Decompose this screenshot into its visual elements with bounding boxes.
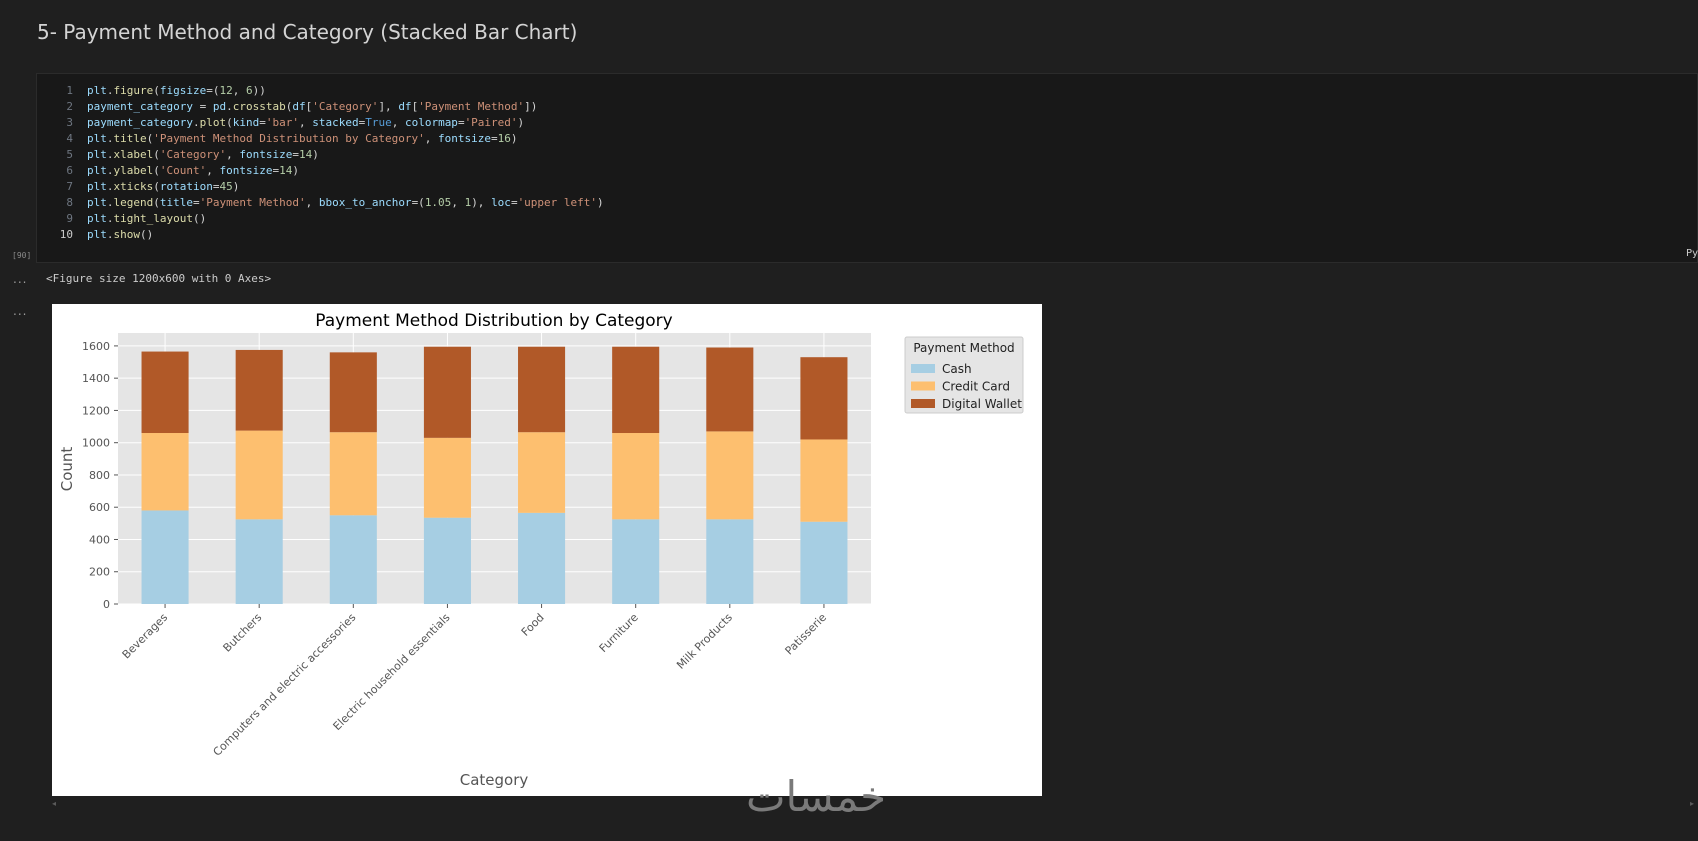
bar-segment-cash <box>235 519 283 604</box>
bar-segment-cash <box>800 521 848 604</box>
code-line[interactable]: 10 plt.show() <box>37 227 604 243</box>
y-tick-label: 1600 <box>82 340 110 353</box>
y-tick-label: 200 <box>89 566 110 579</box>
line-number: 6 <box>66 164 73 177</box>
x-tick-label: Milk Products <box>674 611 735 672</box>
bar-segment-cash <box>141 510 189 604</box>
x-tick-label: Patisserie <box>783 611 830 658</box>
bar-segment-cash <box>518 512 566 604</box>
legend-label: Cash <box>942 362 972 376</box>
x-axis-label: Category <box>460 771 529 789</box>
code-text[interactable]: plt.xticks(rotation=45) <box>87 180 240 193</box>
bar-segment-cash <box>329 515 377 604</box>
bar-segment-digital-wallet <box>518 346 566 433</box>
code-line[interactable]: 8 plt.legend(title='Payment Method', bbox… <box>37 195 604 211</box>
legend-label: Credit Card <box>942 380 1010 394</box>
bar-segment-credit-card <box>329 432 377 516</box>
y-axis-label: Count <box>58 447 76 492</box>
bar-segment-credit-card <box>235 430 283 520</box>
figure-output: 0 200 400 600 800 1000 1200 1400 1600 Beverages B… <box>52 304 1042 796</box>
y-tick-label: 0 <box>103 598 110 611</box>
code-text[interactable]: plt.legend(title='Payment Method', bbox_… <box>87 196 604 209</box>
bar-segment-credit-card <box>518 432 566 513</box>
code-line[interactable]: 5 plt.xlabel('Category', fontsize=14) <box>37 147 604 163</box>
watermark-logo: خمسات <box>746 772 887 821</box>
markdown-heading: 5- Payment Method and Category (Stacked … <box>37 20 578 44</box>
code-text[interactable]: payment_category.plot(kind='bar', stacke… <box>87 116 525 129</box>
legend-label: Digital Wallet <box>942 397 1022 411</box>
legend-title: Payment Method <box>913 341 1014 355</box>
line-number: 5 <box>66 148 73 161</box>
bar-segment-digital-wallet <box>612 346 660 434</box>
line-number: 2 <box>66 100 73 113</box>
bar-segment-credit-card <box>423 437 471 518</box>
x-tick-label: Food <box>519 611 547 639</box>
language-tag[interactable]: Py <box>1686 248 1698 259</box>
y-tick-label: 1400 <box>82 372 110 385</box>
line-number: 1 <box>66 84 73 97</box>
code-text[interactable]: plt.figure(figsize=(12, 6)) <box>87 84 266 97</box>
legend-frame <box>904 336 1024 414</box>
code-line[interactable]: 1 plt.figure(figsize=(12, 6)) <box>37 83 604 99</box>
y-tick-label: 1200 <box>82 404 110 417</box>
code-line[interactable]: 2 payment_category = pd.crosstab(df['Cate… <box>37 99 604 115</box>
bar-segment-digital-wallet <box>329 352 377 433</box>
bar-segment-digital-wallet <box>141 351 189 434</box>
code-line[interactable]: 4 plt.title('Payment Method Distribution … <box>37 131 604 147</box>
code-text[interactable]: plt.ylabel('Count', fontsize=14) <box>87 164 299 177</box>
x-tick-label: Butchers <box>221 611 265 655</box>
code-text[interactable]: payment_category = pd.crosstab(df['Categ… <box>87 100 538 113</box>
bar-segment-cash <box>612 519 660 604</box>
code-editor[interactable]: 1 plt.figure(figsize=(12, 6)) 2 payment_cat… <box>37 83 604 243</box>
line-number: 7 <box>66 180 73 193</box>
y-tick-label: 400 <box>89 533 110 546</box>
scroll-right-arrow[interactable]: ▸ <box>1690 799 1695 808</box>
bar-segment-credit-card <box>706 431 754 520</box>
y-tick-label: 800 <box>89 469 110 482</box>
bar-segment-digital-wallet <box>423 346 471 438</box>
bar-segment-digital-wallet <box>235 349 283 431</box>
bar-segment-cash <box>706 519 754 604</box>
plot-area <box>118 333 871 604</box>
bar-segment-digital-wallet <box>800 357 848 440</box>
text-output: <Figure size 1200x600 with 0 Axes> <box>46 272 272 285</box>
y-tick-label: 1000 <box>82 437 110 450</box>
bar-segment-cash <box>423 517 471 604</box>
output-collapse-toggle[interactable]: ... <box>13 304 28 318</box>
legend-swatch <box>911 364 935 373</box>
bar-segment-credit-card <box>800 439 848 522</box>
code-text[interactable]: plt.xlabel('Category', fontsize=14) <box>87 148 319 161</box>
line-number: 10 <box>59 228 73 241</box>
code-text[interactable]: plt.show() <box>87 228 154 241</box>
y-tick-label: 600 <box>89 501 110 514</box>
scroll-left-arrow[interactable]: ◂ <box>52 799 57 808</box>
x-tick-label: Beverages <box>120 611 171 662</box>
code-line[interactable]: 3 payment_category.plot(kind='bar', stack… <box>37 115 604 131</box>
x-tick-label: Furniture <box>597 611 641 655</box>
line-number: 9 <box>66 212 73 225</box>
output-collapse-toggle[interactable]: ... <box>13 272 28 286</box>
legend-swatch <box>911 399 935 408</box>
line-number: 3 <box>66 116 73 129</box>
line-number: 4 <box>66 132 73 145</box>
code-line[interactable]: 6 plt.ylabel('Count', fontsize=14) <box>37 163 604 179</box>
legend: Payment Method Cash Credit Card Digital Wal… <box>904 336 1024 414</box>
legend-swatch <box>911 381 935 391</box>
bar-segment-credit-card <box>612 433 660 520</box>
bar-segment-credit-card <box>141 433 189 511</box>
chart-title: Payment Method Distribution by Category <box>315 311 672 331</box>
code-text[interactable]: plt.title('Payment Method Distribution b… <box>87 132 518 145</box>
code-text[interactable]: plt.tight_layout() <box>87 212 207 225</box>
code-line[interactable]: 9 plt.tight_layout() <box>37 211 604 227</box>
code-cell[interactable]: 1 plt.figure(figsize=(12, 6)) 2 payment_cat… <box>36 73 1698 263</box>
execution-count: [90] <box>12 251 32 260</box>
line-number: 8 <box>66 196 73 209</box>
bar-segment-digital-wallet <box>706 347 754 432</box>
stacked-bar-chart: 0 200 400 600 800 1000 1200 1400 1600 Beverages B… <box>58 311 1024 789</box>
code-line[interactable]: 7 plt.xticks(rotation=45) <box>37 179 604 195</box>
